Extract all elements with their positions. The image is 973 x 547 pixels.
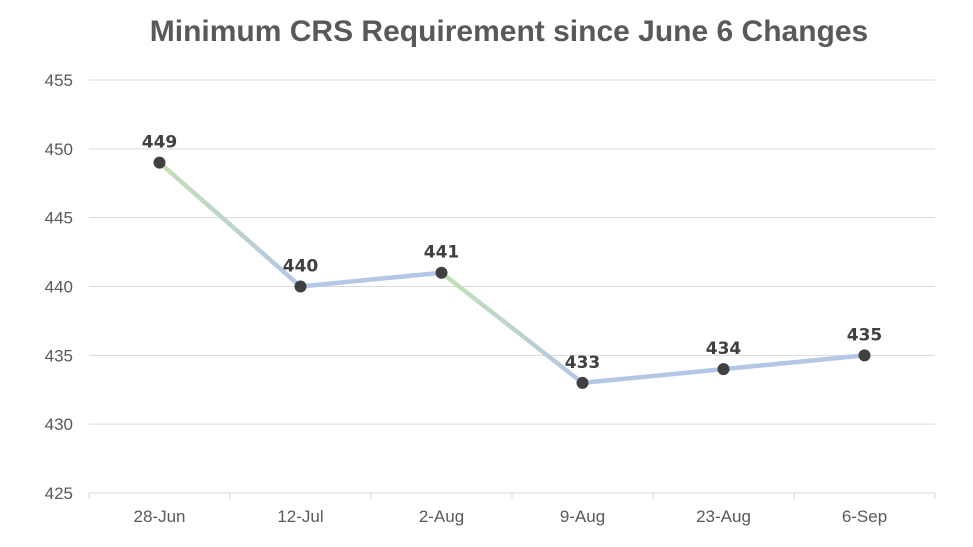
line-segment — [580, 366, 726, 386]
line-segment — [157, 160, 303, 289]
data-label: 449 — [142, 133, 178, 153]
line-segment — [439, 270, 585, 386]
gridlines — [88, 79, 936, 499]
data-point — [435, 266, 448, 279]
data-label: 434 — [706, 339, 742, 359]
chart-title: Minimum CRS Requirement since June 6 Cha… — [150, 15, 869, 48]
y-tick-label: 440 — [45, 278, 73, 297]
y-tick-label: 445 — [45, 209, 73, 228]
data-labels: 449 440 441 433 434 435 — [142, 133, 883, 373]
data-point — [858, 349, 871, 362]
data-point — [576, 376, 589, 389]
y-tick-label: 450 — [45, 140, 73, 159]
x-tick-label: 23-Aug — [696, 507, 751, 526]
x-tick-label: 6-Sep — [842, 507, 887, 526]
x-tick-label: 12-Jul — [277, 507, 323, 526]
data-label: 433 — [565, 353, 601, 373]
line-segment — [721, 353, 867, 372]
x-tick-label: 28-Jun — [134, 507, 186, 526]
x-tick-label: 2-Aug — [419, 507, 464, 526]
y-tick-label: 435 — [45, 346, 73, 365]
data-point — [153, 156, 166, 169]
data-label: 440 — [283, 257, 319, 277]
x-axis-tick-labels: 28-Jun 12-Jul 2-Aug 9-Aug 23-Aug 6-Sep — [134, 507, 888, 526]
data-point — [294, 280, 307, 293]
series-line — [157, 160, 867, 386]
y-tick-label: 430 — [45, 415, 73, 434]
data-point — [717, 363, 730, 376]
y-tick-label: 455 — [45, 71, 73, 90]
y-tick-label: 425 — [45, 484, 73, 503]
data-label: 435 — [847, 325, 883, 345]
series-markers — [153, 156, 871, 389]
x-tick-label: 9-Aug — [560, 507, 605, 526]
y-axis-tick-labels: 425 430 435 440 445 450 455 — [45, 71, 73, 503]
data-label: 441 — [424, 243, 460, 263]
line-segment — [298, 270, 444, 289]
